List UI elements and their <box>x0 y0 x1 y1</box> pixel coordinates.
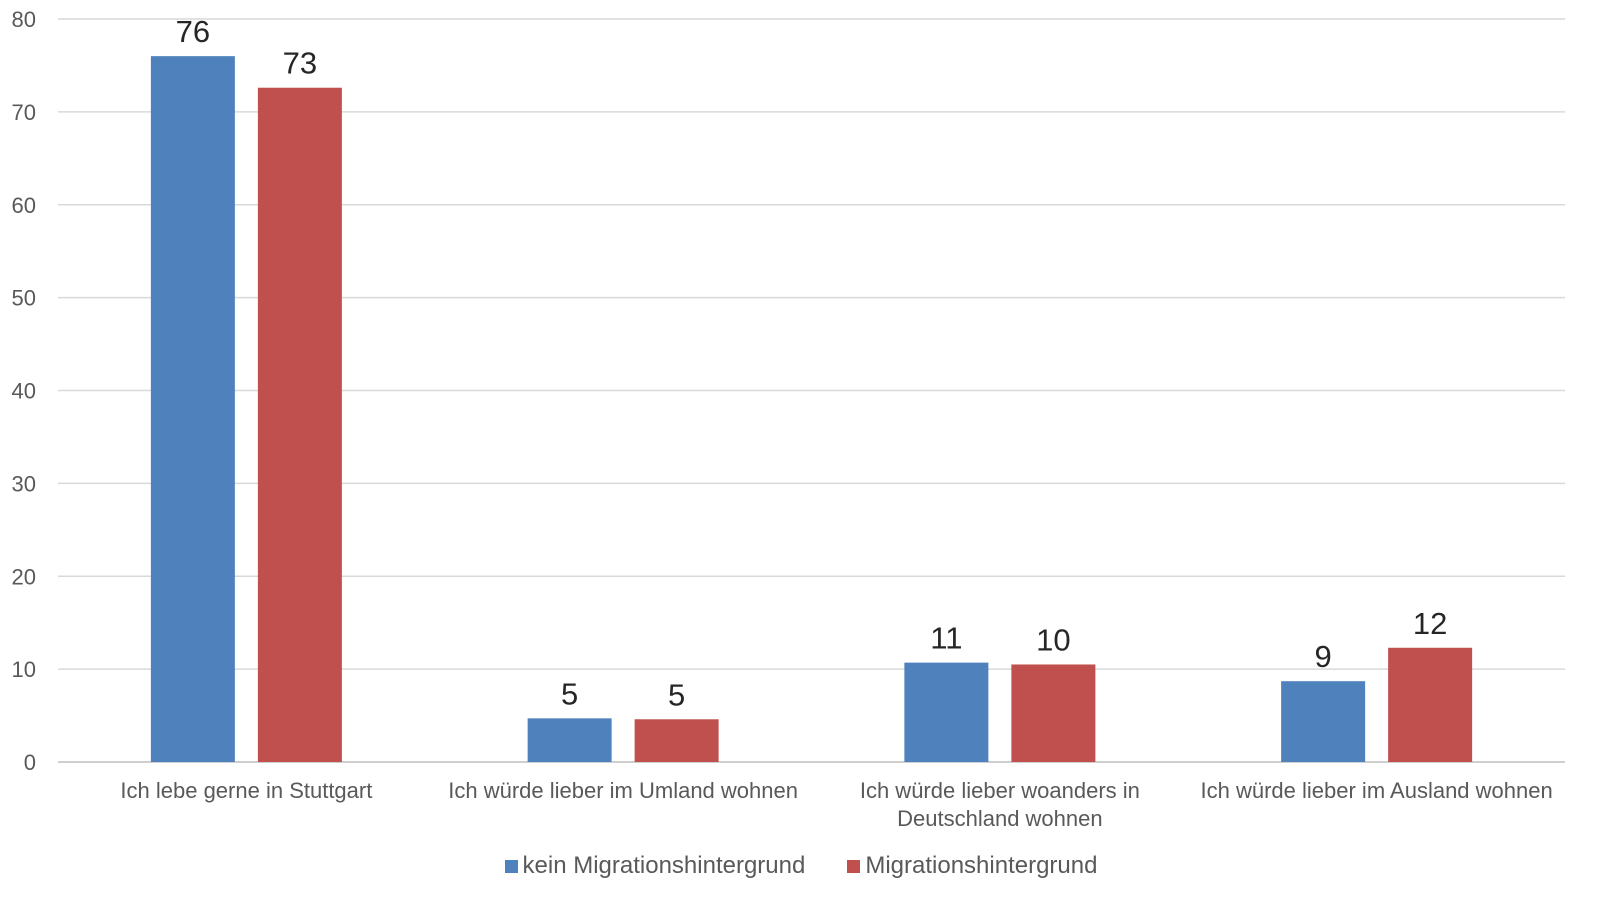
bar <box>904 662 989 762</box>
x-axis: Ich lebe gerne in Stuttgart Ich würde lie… <box>120 778 1552 831</box>
data-label: 73 <box>283 46 317 81</box>
legend-swatch-series-1 <box>504 859 518 873</box>
y-axis: 0 10 20 30 40 50 60 70 80 <box>12 7 36 775</box>
y-tick-label: 20 <box>12 564 36 589</box>
x-tick-label: Ich würde lieber im Umland wohnen <box>448 778 798 803</box>
bar <box>150 56 235 762</box>
bar <box>527 718 612 762</box>
data-label: 76 <box>176 14 210 49</box>
legend-label-series-2: Migrationshintergrund <box>865 852 1098 879</box>
x-tick-label: Deutschland wohnen <box>897 806 1102 831</box>
bar <box>634 719 719 762</box>
y-tick-label: 50 <box>12 286 36 311</box>
x-tick-label: Ich würde lieber woanders in <box>860 778 1140 803</box>
legend: kein Migrationshintergrund Migrationshin… <box>0 848 1602 884</box>
data-label: 12 <box>1413 606 1447 641</box>
bar <box>257 87 342 763</box>
bars <box>150 56 1473 763</box>
legend-label-series-1: kein Migrationshintergrund <box>522 852 806 879</box>
y-tick-label: 10 <box>12 657 36 682</box>
data-labels: 76 73 5 5 11 10 9 12 <box>176 14 1448 712</box>
bar <box>1281 681 1366 762</box>
x-tick-label: Ich lebe gerne in Stuttgart <box>120 778 372 803</box>
y-tick-label: 80 <box>12 7 36 32</box>
legend-swatch-series-2 <box>847 859 861 873</box>
bar <box>1011 664 1096 762</box>
legend-item-series-2: Migrationshintergrund <box>847 852 1097 880</box>
legend-item-series-1: kein Migrationshintergrund <box>504 852 806 880</box>
data-label: 5 <box>561 676 578 711</box>
x-tick-label: Ich würde lieber im Ausland wohnen <box>1201 778 1553 803</box>
y-tick-label: 30 <box>12 471 36 496</box>
y-tick-label: 0 <box>24 750 36 775</box>
data-label: 11 <box>930 621 962 656</box>
data-label: 10 <box>1036 622 1070 657</box>
y-tick-label: 40 <box>12 379 36 404</box>
data-label: 5 <box>668 677 685 712</box>
bar <box>1388 647 1473 762</box>
y-tick-label: 70 <box>12 100 36 125</box>
data-label: 9 <box>1315 639 1332 674</box>
y-tick-label: 60 <box>12 193 36 218</box>
